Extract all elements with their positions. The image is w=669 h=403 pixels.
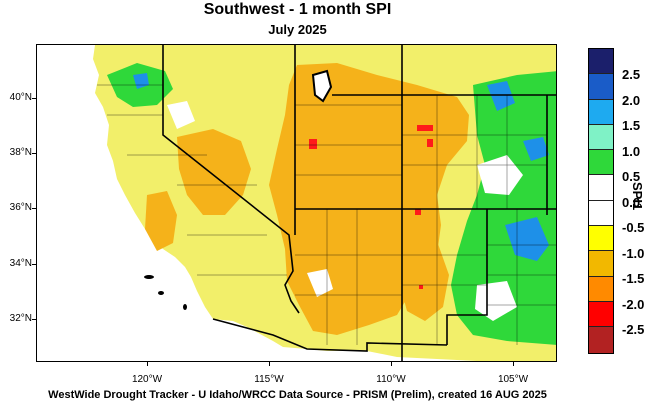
colorbar-segment (589, 327, 613, 353)
colorbar-label: 1.0 (622, 143, 641, 159)
colorbar-segment (589, 251, 613, 277)
channel-island (144, 275, 154, 279)
great-salt-lake (311, 69, 333, 103)
extreme-dry-spot (415, 209, 421, 215)
map-title: Southwest - 1 month SPI (203, 1, 392, 18)
lon-label: 120°W (131, 374, 163, 385)
very-wet-region (487, 81, 515, 111)
colorbar-label: 1.5 (622, 118, 641, 133)
map-footer: WestWide Drought Tracker - U Idaho/WRCC … (48, 389, 547, 401)
colorbar-segment (589, 150, 613, 176)
colorbar-segment (589, 276, 613, 302)
colorbar-segment (589, 226, 613, 252)
dry-region-nevada (177, 129, 251, 215)
lat-label: 38°N (9, 147, 32, 158)
dry-region-new-mexico (399, 241, 449, 321)
colorbar-label: -1.5 (622, 271, 645, 286)
colorbar-segment (589, 301, 613, 328)
near-normal-patch (475, 281, 517, 321)
tick-mark (513, 362, 514, 366)
lon-label: 115°W (254, 374, 284, 385)
colorbar-label: -1.0 (622, 245, 645, 261)
tick-mark (147, 362, 148, 366)
extreme-dry-spot (309, 139, 317, 149)
state-borders (162, 45, 556, 361)
tick-mark (391, 362, 392, 366)
colorbar-label: 0.5 (622, 169, 641, 184)
spi-map (36, 44, 557, 362)
map-subtitle: July 2025 (268, 22, 327, 37)
tick-mark (32, 264, 36, 265)
colorbar-label: -0.5 (622, 220, 645, 235)
tick-mark (32, 208, 36, 209)
colorbar-segment (589, 99, 613, 125)
extreme-dry-spot (419, 285, 423, 289)
very-wet-region (505, 217, 549, 261)
tick-mark (32, 153, 36, 154)
colorbar-segment (589, 200, 613, 227)
near-normal-patch (167, 101, 195, 129)
wet-region-plains (451, 71, 556, 345)
lat-label: 34°N (9, 258, 32, 269)
lat-label: 40°N (9, 92, 32, 103)
colorbar-segment (589, 49, 613, 75)
colorbar-segment (589, 124, 613, 151)
lat-label: 32°N (9, 313, 32, 324)
colorbar-segment (589, 175, 613, 201)
channel-island (158, 291, 164, 295)
colorbar-label: -2.5 (622, 322, 645, 337)
lon-label: 105°W (497, 374, 529, 385)
extreme-dry-spot (417, 125, 433, 131)
pacific-ocean (37, 45, 217, 361)
colorbar-label: -2.0 (622, 296, 645, 312)
mexico-area (213, 319, 477, 361)
colorbar-label: 2.0 (622, 92, 641, 108)
lat-label: 36°N (9, 202, 32, 213)
lon-label: 110°W (376, 374, 406, 385)
colorbar-segment (589, 74, 613, 100)
colorbar-label: 0.0 (622, 194, 641, 210)
spi-map-graphic (37, 45, 556, 361)
near-normal-patch (307, 269, 333, 297)
tick-mark (32, 319, 36, 320)
very-wet-region (523, 137, 549, 161)
colorbar-label: 2.5 (622, 67, 641, 82)
extreme-dry-spot (427, 139, 433, 147)
colorbar-title: SPI1 (630, 182, 645, 211)
spi-colorbar (588, 48, 614, 354)
dry-region-california (145, 191, 177, 251)
tick-mark (269, 362, 270, 366)
county-lines (97, 84, 556, 345)
tick-mark (32, 98, 36, 99)
channel-island (183, 304, 187, 310)
